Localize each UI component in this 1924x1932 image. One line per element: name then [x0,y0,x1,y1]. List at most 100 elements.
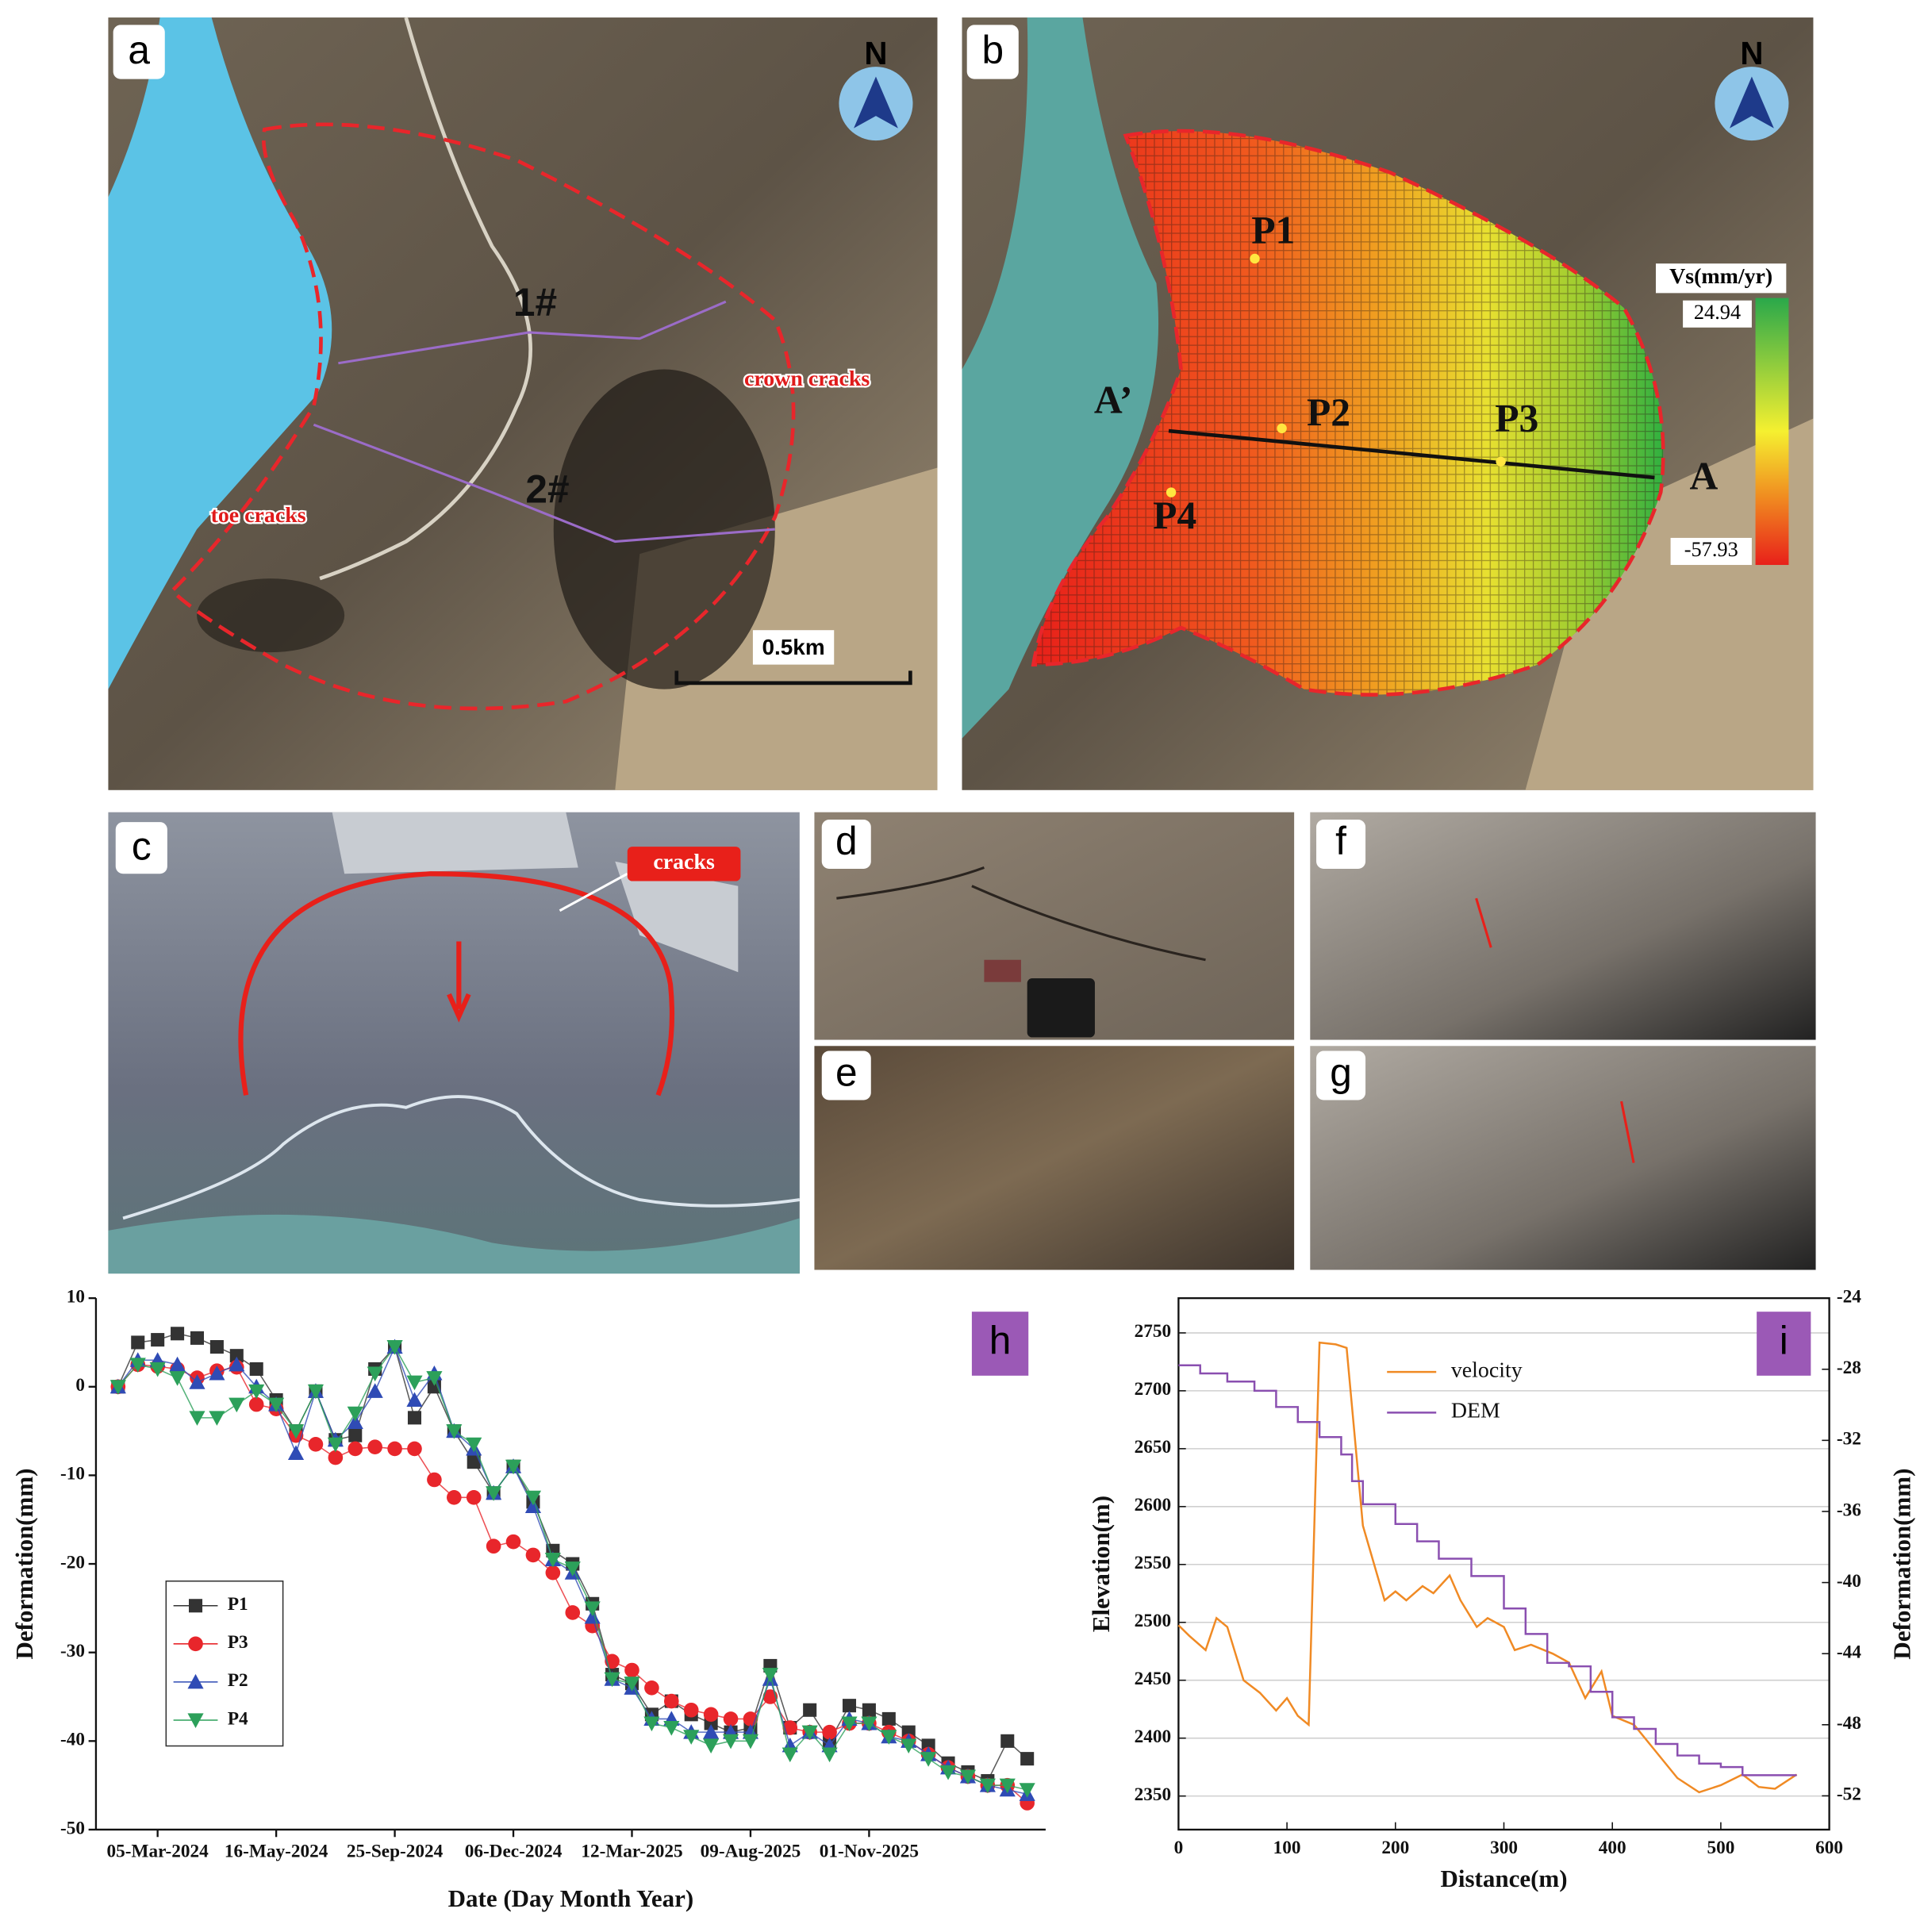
marker [862,1703,876,1717]
x-tick-label: 600 [1815,1838,1843,1858]
point-label: P4 [1153,494,1196,537]
crack-arc [238,871,675,1097]
marker [545,1565,561,1581]
marker [287,1424,305,1439]
marker [624,1662,639,1678]
legend-label: P3 [228,1632,248,1653]
y-tick-label: 2700 [1135,1379,1172,1400]
terraces [615,861,739,973]
y-axis-title: Elevation(m) [1087,1496,1115,1632]
marker [822,1724,837,1740]
colorbar-title: Vs(mm/yr) [1669,264,1772,289]
marker [328,1450,344,1465]
point [1277,423,1287,434]
x-tick-label: 200 [1381,1838,1409,1858]
panel-label: d [835,819,858,863]
marker [348,1441,363,1457]
y-tick-label: -20 [60,1552,85,1573]
marker [1019,1783,1035,1798]
marker [703,1738,720,1753]
north-label: N [864,36,887,71]
series-line [1177,1341,1798,1794]
marker [367,1366,383,1382]
y2-tick-label: -52 [1837,1784,1861,1805]
profile-2 [313,423,775,543]
landslide-outline [169,122,796,711]
colorbar-label-box [1683,300,1752,328]
marker [683,1702,699,1718]
section-label: A [1690,454,1719,497]
scale-box [752,630,835,665]
marker [169,1356,186,1372]
north-label: N [1740,36,1763,71]
marker [446,1424,463,1439]
marker [287,1445,305,1461]
legend-marker [187,1713,204,1729]
y2-tick-label: -40 [1837,1571,1861,1592]
compass-arrow [1730,76,1774,129]
marker [209,1365,225,1381]
x-axis-title: Date (Day Month Year) [448,1884,694,1912]
marker [367,1383,383,1398]
y-tick-label: -50 [60,1818,85,1838]
marker [782,1747,798,1763]
marker [209,1340,224,1354]
photo-g [1310,1046,1816,1270]
panel-label: f [1335,819,1346,863]
marker [190,1331,205,1345]
marker [803,1703,817,1717]
x-tick-label: 100 [1273,1838,1301,1858]
marker [426,1371,443,1386]
marker [467,1455,481,1469]
marker [149,1362,166,1377]
y-tick-label: 2550 [1135,1553,1172,1573]
y-tick-label: -30 [60,1641,85,1661]
legend-marker [189,1599,203,1613]
marker [189,1374,205,1389]
marker [249,1362,263,1376]
marker [703,1724,720,1739]
marker [920,1752,937,1767]
marker [1020,1752,1035,1766]
panel-label: h [989,1319,1012,1363]
panel-label-box [1316,819,1366,870]
marker [742,1734,759,1750]
y-tick-label: 2750 [1135,1321,1172,1342]
marker [131,1335,145,1350]
marker [861,1716,878,1732]
panel-label-box [821,1051,871,1100]
compass-arrow [854,76,898,129]
panel-label-box [966,25,1019,79]
marker [999,1778,1016,1794]
marker [327,1437,344,1453]
panel-label-box [971,1312,1029,1376]
panel-label: g [1330,1051,1352,1095]
marker [169,1371,186,1386]
marker [447,1490,462,1505]
marker [189,1411,205,1426]
scale-label: 0.5km [762,635,825,659]
y-tick-label: 2650 [1135,1437,1172,1458]
profile-label: 1# [513,280,557,325]
point-label: P3 [1495,397,1538,440]
marker [664,1693,679,1709]
marker [643,1716,660,1732]
marker [466,1490,482,1505]
colorbar [1755,298,1789,566]
marker [722,1734,739,1750]
marker [683,1730,700,1745]
annotation: crown cracks [744,367,870,391]
legend-marker [188,1636,203,1652]
terraces [332,812,578,874]
motion-arrow [447,941,471,1023]
river [108,1214,800,1274]
marker [762,1668,778,1683]
y-tick-label: 10 [67,1286,85,1307]
y2-tick-label: -24 [1837,1286,1861,1307]
section-line [1168,428,1655,480]
marker [228,1397,245,1413]
photo-e [814,1046,1295,1270]
colorbar-title-box [1655,263,1787,294]
marker [841,1716,858,1732]
